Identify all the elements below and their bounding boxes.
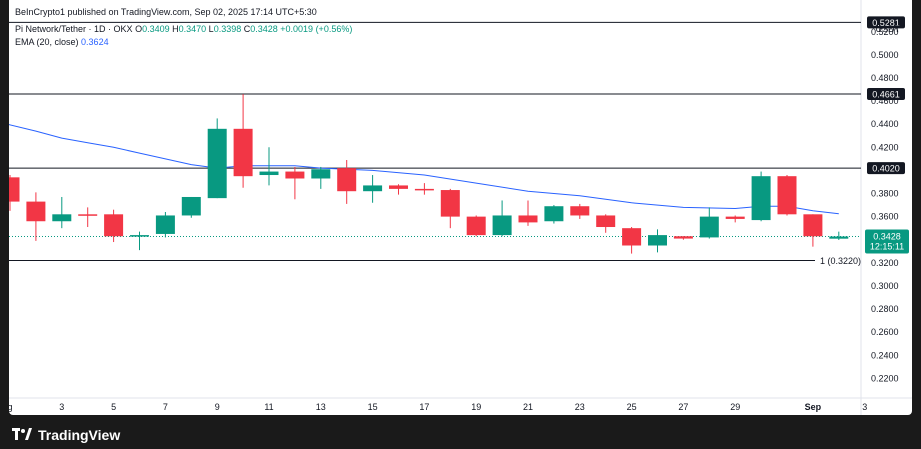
- price-label-box: [867, 162, 905, 175]
- price-label: 0.4661: [872, 90, 900, 100]
- y-tick-label: 0.2200: [871, 373, 899, 383]
- price-label-box: [867, 16, 905, 29]
- candle-body[interactable]: [803, 214, 823, 237]
- candle-body[interactable]: [466, 216, 486, 236]
- candle-body[interactable]: [285, 171, 305, 179]
- ema-label: EMA (20, close): [15, 37, 79, 47]
- x-tick-label: 11: [264, 402, 273, 412]
- low-label: L: [208, 24, 214, 34]
- candle-body[interactable]: [155, 215, 175, 234]
- y-tick-label: 0.3200: [871, 258, 899, 268]
- high-label: H: [172, 24, 179, 34]
- candle-body[interactable]: [363, 185, 383, 192]
- candle-body[interactable]: [78, 214, 98, 216]
- candle-body[interactable]: [52, 214, 72, 222]
- y-tick-label: 0.3000: [871, 281, 899, 291]
- candle-body[interactable]: [622, 228, 642, 246]
- candle-body[interactable]: [673, 236, 693, 239]
- symbol-legend: Pi Network/Tether · 1D · OKX O0.3409 H0.…: [15, 24, 352, 34]
- y-tick-label: 0.5000: [871, 50, 899, 60]
- candle-body[interactable]: [725, 216, 745, 219]
- candle-body[interactable]: [181, 196, 201, 216]
- candle-body[interactable]: [777, 176, 797, 215]
- change-value: +0.0019 (+0.56%): [280, 24, 353, 34]
- x-tick-label: 25: [627, 402, 637, 412]
- candle-body[interactable]: [492, 215, 512, 236]
- candle-body[interactable]: [389, 185, 408, 189]
- price-label: 0.5281: [872, 18, 900, 28]
- x-tick-label: 21: [523, 402, 533, 412]
- price-label-box: [867, 88, 905, 101]
- low-value: 0.3398: [213, 24, 242, 34]
- candle-body[interactable]: [259, 171, 279, 176]
- y-tick-label: 0.3600: [871, 212, 899, 222]
- candle-body[interactable]: [596, 215, 616, 228]
- candle-body[interactable]: [518, 215, 538, 223]
- candlestick-chart[interactable]: 0.5200 0.5000 0.4800 0.4600 0.4400 0.4200 0.40…: [9, 0, 912, 415]
- publisher-line: BeInCrypto1 published on TradingView.com…: [15, 7, 317, 17]
- x-tick-label: 3: [862, 402, 867, 412]
- candle-body[interactable]: [699, 216, 719, 238]
- candle-body[interactable]: [544, 206, 564, 222]
- x-tick-label: 27: [678, 402, 688, 412]
- x-tick-label: 19: [471, 402, 481, 412]
- candle-body[interactable]: [26, 201, 46, 222]
- ema-value: 0.3624: [81, 37, 109, 47]
- y-tick-label: 0.2400: [871, 350, 899, 360]
- candle-body[interactable]: [440, 190, 460, 217]
- candle-body[interactable]: [337, 168, 357, 192]
- last-price-box: [865, 229, 909, 254]
- high-value: 0.3470: [178, 24, 207, 34]
- x-tick-label: 9: [215, 402, 220, 412]
- price-label: 0.4020: [872, 164, 900, 174]
- close-label: C: [243, 24, 251, 34]
- x-tick-label: 17: [419, 402, 429, 412]
- y-tick-label: 0.4200: [871, 142, 899, 152]
- candle-body[interactable]: [104, 214, 124, 237]
- candle-body[interactable]: [233, 128, 253, 177]
- currency-label: USDT: [875, 24, 901, 34]
- x-tick-label: 15: [368, 402, 378, 412]
- open-value: 0.3409: [142, 24, 170, 34]
- countdown-label: 12:15:11: [870, 241, 904, 251]
- x-tick-label: 3: [59, 402, 64, 412]
- x-tick-label: g: [9, 402, 13, 412]
- x-tick-label: 23: [575, 402, 585, 412]
- y-tick-label: 0.3800: [871, 189, 899, 199]
- x-tick-label: 13: [316, 402, 326, 412]
- close-value: 0.3428: [250, 24, 278, 34]
- candle-body[interactable]: [414, 188, 434, 191]
- candle-body[interactable]: [311, 169, 331, 179]
- candle-body[interactable]: [829, 236, 849, 239]
- tradingview-logo-icon: [12, 427, 32, 443]
- candle-body[interactable]: [751, 176, 771, 221]
- y-tick-label: 0.5200: [871, 27, 899, 37]
- candle-body[interactable]: [207, 128, 227, 199]
- tradingview-brand: TradingView: [12, 427, 120, 443]
- y-tick-label: 0.4400: [871, 119, 899, 129]
- chart-panel: 0.5200 0.5000 0.4800 0.4600 0.4400 0.4200 0.40…: [9, 0, 912, 415]
- y-tick-label: 0.4600: [871, 96, 899, 106]
- candle-body[interactable]: [648, 235, 667, 246]
- y-tick-label: 0.2800: [871, 304, 899, 314]
- x-tick-label: 29: [730, 402, 740, 412]
- y-tick-label: 0.4800: [871, 73, 899, 83]
- y-tick-label: 0.2600: [871, 327, 899, 337]
- x-tick-label: Sep: [805, 402, 822, 412]
- last-price-label: 0.3428: [873, 231, 901, 241]
- ema-legend[interactable]: EMA (20, close) 0.3624: [15, 37, 109, 47]
- open-label: O: [135, 24, 143, 34]
- candle-body[interactable]: [9, 177, 20, 202]
- support-label: 1 (0.3220): [820, 256, 861, 266]
- candle-body[interactable]: [130, 235, 149, 237]
- symbol-name[interactable]: Pi Network/Tether · 1D · OKX: [15, 24, 133, 34]
- x-tick-label: 5: [111, 402, 116, 412]
- candle-body[interactable]: [570, 206, 590, 216]
- brand-name: TradingView: [38, 427, 121, 443]
- x-tick-label: 7: [163, 402, 168, 412]
